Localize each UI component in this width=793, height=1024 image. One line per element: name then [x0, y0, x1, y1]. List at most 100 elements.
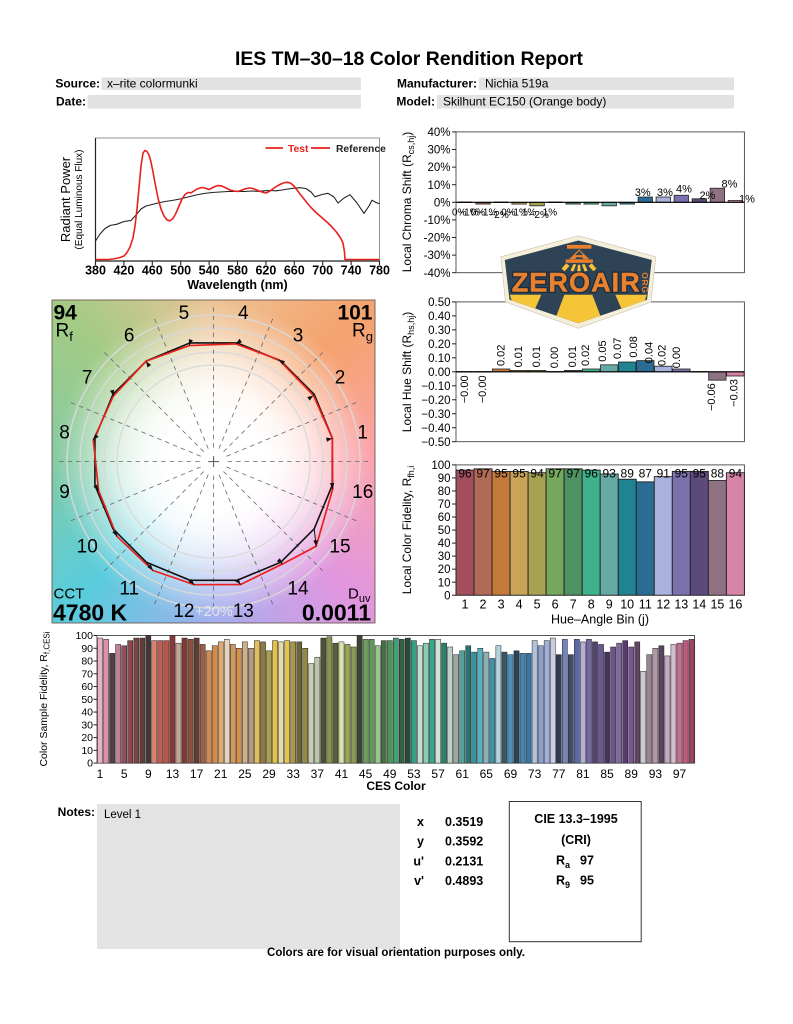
- svg-text:Source:: Source:: [55, 77, 100, 91]
- svg-text:77: 77: [552, 767, 566, 781]
- svg-text:16: 16: [352, 482, 373, 503]
- svg-text:0.01: 0.01: [531, 346, 543, 367]
- svg-text:97: 97: [548, 467, 562, 481]
- svg-text:7: 7: [570, 598, 577, 612]
- svg-text:5: 5: [179, 303, 190, 324]
- svg-text:25: 25: [238, 767, 252, 781]
- svg-text:1: 1: [357, 422, 368, 443]
- svg-text:0.2131: 0.2131: [445, 854, 483, 868]
- svg-text:94: 94: [729, 467, 743, 481]
- svg-text:100: 100: [431, 460, 450, 472]
- svg-text:95: 95: [580, 874, 594, 888]
- svg-text:0.05: 0.05: [597, 340, 609, 361]
- svg-text:11: 11: [119, 579, 139, 600]
- svg-text:100: 100: [75, 630, 93, 642]
- svg-text:6: 6: [124, 326, 135, 347]
- svg-text:−1%: −1%: [477, 207, 497, 218]
- svg-text:-40%: -40%: [424, 268, 451, 280]
- svg-text:5: 5: [121, 767, 128, 781]
- svg-text:49: 49: [383, 767, 397, 781]
- svg-text:0.04: 0.04: [644, 342, 656, 363]
- svg-text:0.02: 0.02: [580, 345, 592, 366]
- svg-text:0%: 0%: [434, 197, 451, 209]
- svg-text:80: 80: [438, 486, 451, 498]
- svg-text:50: 50: [438, 525, 451, 537]
- svg-text:3: 3: [498, 598, 505, 612]
- svg-text:Skilhunt EC150 (Orange body): Skilhunt EC150 (Orange body): [443, 95, 606, 109]
- svg-text:2: 2: [335, 368, 346, 389]
- svg-text:Notes:: Notes:: [58, 805, 95, 819]
- svg-text:v': v': [414, 874, 424, 888]
- svg-text:97: 97: [476, 467, 490, 481]
- svg-text:−0.50: −0.50: [421, 437, 450, 449]
- svg-text:53: 53: [407, 767, 421, 781]
- svg-text:−0.06: −0.06: [706, 383, 718, 411]
- svg-text:3%: 3%: [635, 187, 651, 199]
- svg-text:89: 89: [621, 467, 635, 481]
- svg-text:20: 20: [81, 732, 93, 744]
- svg-text:0.02: 0.02: [496, 345, 508, 366]
- svg-text:0.07: 0.07: [612, 338, 624, 359]
- svg-text:9: 9: [606, 598, 613, 612]
- svg-text:y: y: [417, 835, 424, 849]
- svg-text:0.00: 0.00: [428, 367, 450, 379]
- svg-text:97: 97: [673, 767, 687, 781]
- svg-text:0.00: 0.00: [671, 347, 683, 368]
- svg-text:−1%: −1%: [508, 207, 528, 218]
- svg-text:660: 660: [284, 264, 305, 278]
- svg-text:45: 45: [359, 767, 373, 781]
- svg-text:33: 33: [287, 767, 301, 781]
- svg-text:0.10: 0.10: [428, 353, 450, 365]
- svg-text:2%: 2%: [699, 190, 715, 202]
- svg-text:ZEROAIR: ZEROAIR: [512, 267, 641, 297]
- svg-text:+20%: +20%: [195, 604, 233, 620]
- svg-text:580: 580: [227, 264, 248, 278]
- svg-text:10: 10: [620, 598, 634, 612]
- svg-text:Rf: Rf: [56, 321, 74, 345]
- svg-text:Hue–Angle Bin (j): Hue–Angle Bin (j): [551, 613, 649, 627]
- svg-text:1%: 1%: [739, 194, 755, 206]
- svg-text:94: 94: [54, 302, 78, 325]
- svg-text:0%: 0%: [471, 207, 486, 218]
- svg-text:37: 37: [311, 767, 325, 781]
- svg-text:−1%: −1%: [458, 207, 478, 218]
- svg-text:15: 15: [710, 598, 724, 612]
- svg-text:101: 101: [337, 302, 372, 325]
- svg-text:61: 61: [456, 767, 470, 781]
- svg-text:85: 85: [600, 767, 614, 781]
- svg-text:0.02: 0.02: [657, 345, 669, 366]
- svg-text:3: 3: [293, 326, 304, 347]
- svg-text:0.30: 0.30: [428, 325, 450, 337]
- svg-text:0.50: 0.50: [428, 297, 450, 309]
- svg-text:Level 1: Level 1: [104, 809, 141, 821]
- svg-text:380: 380: [85, 264, 106, 278]
- svg-text:3%: 3%: [657, 187, 673, 199]
- svg-text:−2%: −2%: [529, 210, 549, 221]
- svg-text:740: 740: [341, 264, 362, 278]
- svg-text:Local Color Fidelity, Rfh,i: Local Color Fidelity, Rfh,i: [400, 466, 416, 595]
- svg-text:u': u': [413, 854, 424, 868]
- svg-text:15: 15: [329, 537, 350, 558]
- svg-text:95: 95: [675, 467, 689, 481]
- svg-text:93: 93: [603, 467, 617, 481]
- svg-text:94: 94: [530, 467, 544, 481]
- svg-text:40: 40: [81, 707, 93, 719]
- svg-text:0.40: 0.40: [428, 311, 450, 323]
- svg-text:12: 12: [173, 601, 194, 622]
- svg-text:40: 40: [438, 538, 451, 550]
- svg-text:0.3519: 0.3519: [445, 815, 483, 829]
- svg-text:14: 14: [692, 598, 706, 612]
- svg-text:−0.10: −0.10: [421, 381, 450, 393]
- svg-text:96: 96: [585, 467, 599, 481]
- svg-text:95: 95: [494, 467, 508, 481]
- svg-text:30%: 30%: [427, 145, 450, 157]
- svg-text:780: 780: [369, 264, 390, 278]
- svg-text:41: 41: [335, 767, 349, 781]
- svg-text:73: 73: [528, 767, 542, 781]
- svg-text:−2%: −2%: [488, 210, 508, 221]
- svg-text:0%: 0%: [452, 207, 467, 218]
- svg-text:8%: 8%: [722, 179, 738, 191]
- svg-text:460: 460: [142, 264, 163, 278]
- svg-text:97: 97: [580, 854, 594, 868]
- svg-text:65: 65: [480, 767, 494, 781]
